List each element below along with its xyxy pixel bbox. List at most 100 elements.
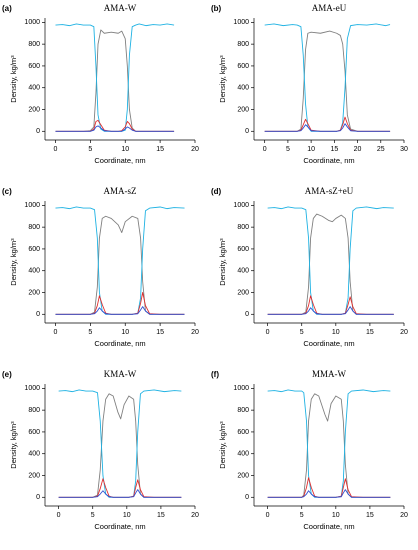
- density-line: [58, 389, 182, 498]
- panel: (b) AMA-eU 0 200 400 600 800 1000 0 5 10 15 20 25 30 Co…: [211, 3, 408, 165]
- x-tick-label: 0: [266, 512, 270, 519]
- x-tick-label: 5: [91, 512, 95, 519]
- x-tick-label: 20: [191, 329, 199, 336]
- y-tick-label: 0: [36, 311, 40, 318]
- x-tick-label: 25: [377, 146, 385, 153]
- y-tick-label: 800: [237, 224, 249, 231]
- x-tick-label: 0: [54, 329, 58, 336]
- density-line: [267, 389, 391, 498]
- y-axis-label: Density, kg/m³: [218, 55, 227, 103]
- y-tick-label: 600: [237, 63, 249, 70]
- x-axis-label: Coordinate, nm: [94, 339, 145, 348]
- panel-title: AMA-W: [104, 3, 137, 13]
- x-tick-label: 15: [157, 512, 165, 519]
- y-tick-label: 200: [237, 289, 249, 296]
- x-axis-label: Coordinate, nm: [303, 522, 354, 531]
- y-axis-label: Density, kg/m³: [9, 238, 18, 286]
- density-line: [55, 23, 175, 132]
- x-tick-label: 5: [300, 512, 304, 519]
- y-tick-label: 600: [237, 246, 249, 253]
- y-tick-label: 1000: [233, 202, 249, 209]
- x-tick-label: 20: [400, 512, 408, 519]
- x-tick-label: 5: [88, 146, 92, 153]
- y-tick-label: 200: [237, 472, 249, 479]
- y-tick-label: 800: [28, 224, 40, 231]
- panel-title: AMA-eU: [312, 3, 347, 13]
- x-tick-label: 10: [332, 329, 340, 336]
- y-tick-label: 1000: [24, 202, 40, 209]
- density-line: [55, 125, 175, 132]
- density-line: [55, 215, 185, 315]
- panel-label: (d): [211, 187, 222, 196]
- x-tick-label: 20: [191, 146, 199, 153]
- y-tick-label: 0: [36, 494, 40, 501]
- panel-title: KMA-W: [104, 369, 137, 379]
- y-tick-label: 600: [28, 63, 40, 70]
- y-tick-label: 1000: [24, 19, 40, 26]
- x-tick-label: 10: [121, 146, 129, 153]
- y-tick-label: 200: [28, 289, 40, 296]
- panel-label: (a): [2, 4, 12, 13]
- y-axis-label: Density, kg/m³: [218, 421, 227, 469]
- x-axis-label: Coordinate, nm: [303, 156, 354, 165]
- y-tick-label: 600: [237, 429, 249, 436]
- y-tick-label: 600: [28, 246, 40, 253]
- x-tick-label: 15: [366, 329, 374, 336]
- x-tick-label: 30: [400, 146, 408, 153]
- panel-title: AMA-sZ+eU: [305, 186, 354, 196]
- panel-title: MMA-W: [312, 369, 347, 379]
- panel: (c) AMA-sZ 0 200 400 600 800 1000 0 5 10 15 20 Coordi…: [2, 186, 199, 348]
- panel: (d) AMA-sZ+eU 0 200 400 600 800 1000 0 5 10 15 20 Coo…: [211, 186, 408, 348]
- x-tick-label: 10: [332, 512, 340, 519]
- density-line: [58, 489, 182, 498]
- y-tick-label: 0: [245, 311, 249, 318]
- y-tick-label: 200: [28, 472, 40, 479]
- y-axis-label: Density, kg/m³: [9, 55, 18, 103]
- density-line: [267, 477, 391, 498]
- x-tick-label: 0: [54, 146, 58, 153]
- panel-title: AMA-sZ: [104, 186, 137, 196]
- density-line: [55, 29, 175, 132]
- panel-label: (e): [2, 370, 12, 379]
- y-tick-label: 400: [28, 268, 40, 275]
- density-line: [267, 295, 394, 315]
- density-line: [55, 306, 185, 315]
- density-line: [264, 123, 391, 132]
- x-tick-label: 10: [123, 512, 131, 519]
- density-line: [267, 306, 394, 315]
- y-tick-label: 400: [28, 451, 40, 458]
- x-tick-label: 5: [286, 146, 290, 153]
- x-tick-label: 20: [400, 329, 408, 336]
- y-tick-label: 0: [36, 128, 40, 135]
- x-tick-label: 0: [266, 329, 270, 336]
- y-tick-label: 800: [28, 407, 40, 414]
- y-tick-label: 200: [237, 106, 249, 113]
- x-tick-label: 15: [156, 146, 164, 153]
- panel-label: (f): [211, 370, 219, 379]
- y-tick-label: 800: [237, 407, 249, 414]
- y-tick-label: 0: [245, 128, 249, 135]
- y-tick-label: 1000: [233, 385, 249, 392]
- density-line: [58, 393, 182, 498]
- y-tick-label: 400: [237, 451, 249, 458]
- x-tick-label: 15: [366, 512, 374, 519]
- y-tick-label: 400: [237, 85, 249, 92]
- y-tick-label: 400: [28, 85, 40, 92]
- density-line: [264, 116, 391, 132]
- x-axis-label: Coordinate, nm: [94, 522, 145, 531]
- x-tick-label: 10: [307, 146, 315, 153]
- density-line: [267, 393, 391, 498]
- x-tick-label: 15: [156, 329, 164, 336]
- density-line: [264, 23, 391, 132]
- y-tick-label: 200: [28, 106, 40, 113]
- y-tick-label: 400: [237, 268, 249, 275]
- x-tick-label: 0: [263, 146, 267, 153]
- y-tick-label: 800: [28, 41, 40, 48]
- y-tick-label: 0: [245, 494, 249, 501]
- density-line: [264, 30, 391, 132]
- x-tick-label: 5: [300, 329, 304, 336]
- panel: (f) MMA-W 0 200 400 600 800 1000 0 5 10 15 20 Coordin…: [211, 369, 408, 531]
- density-line: [267, 213, 394, 315]
- density-line: [55, 206, 185, 315]
